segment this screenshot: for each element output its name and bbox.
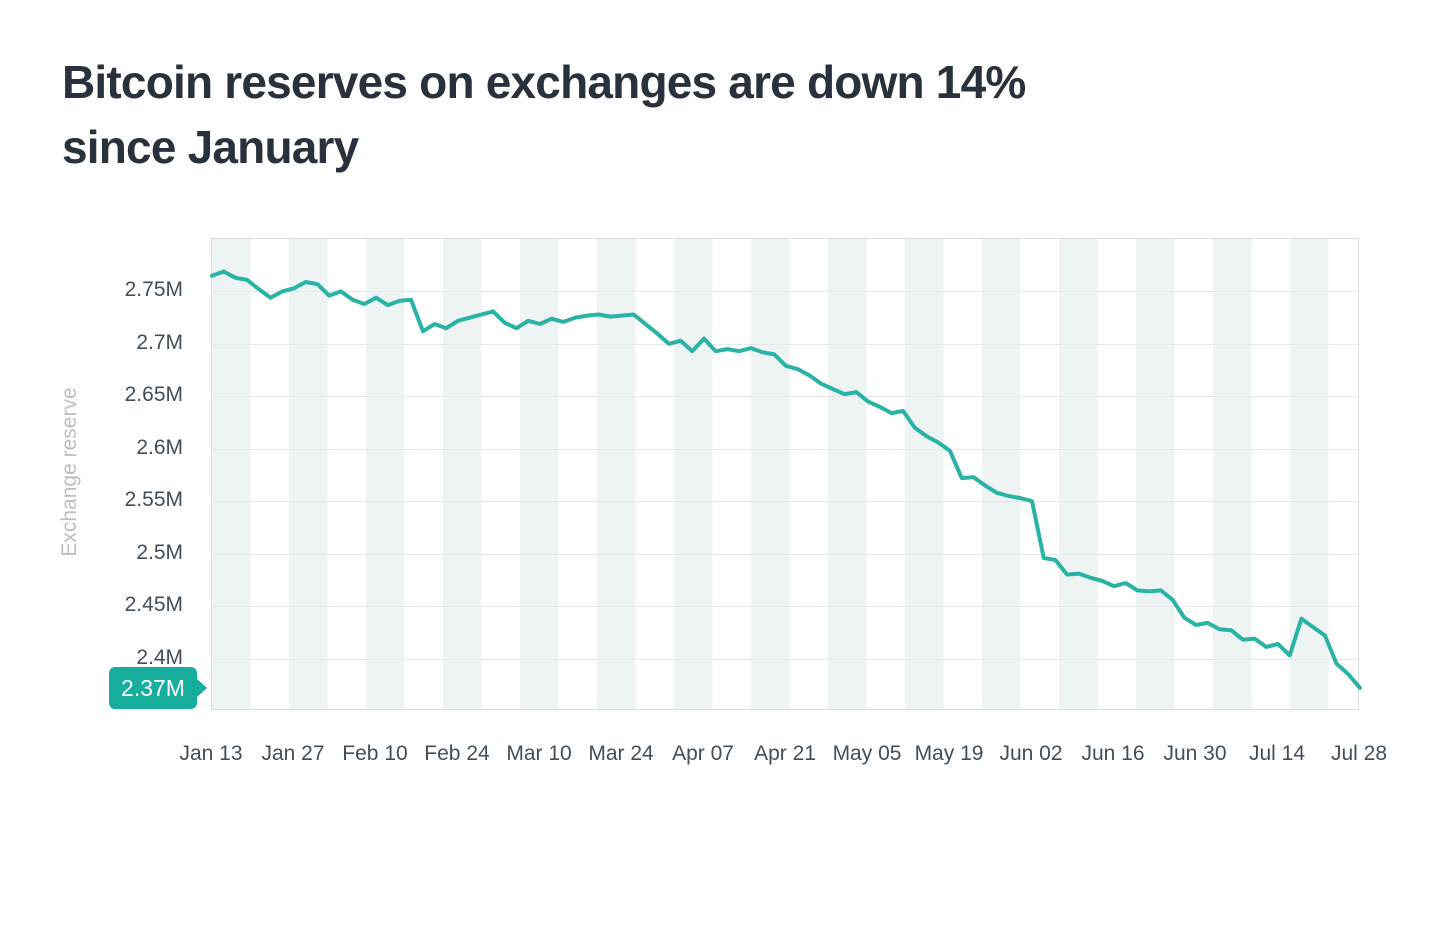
x-tick-label: Jan 27 bbox=[261, 742, 325, 765]
current-value-badge: 2.37M bbox=[109, 667, 197, 709]
gridline bbox=[212, 448, 1358, 450]
x-tick-label: Jan 13 bbox=[179, 742, 243, 765]
x-tick-label: Mar 10 bbox=[506, 742, 572, 765]
gridline bbox=[212, 343, 1358, 345]
x-tick-label: Jul 14 bbox=[1248, 742, 1306, 765]
chart-title-line1: Bitcoin reserves on exchanges are down 1… bbox=[62, 56, 1026, 108]
gridline bbox=[212, 658, 1358, 660]
gridline bbox=[212, 291, 1358, 293]
x-tick-label: Jun 16 bbox=[1081, 742, 1145, 765]
footer: cointelegraph.com source:CryptoQuant bbox=[0, 818, 1450, 928]
chart-title: Bitcoin reserves on exchanges are down 1… bbox=[62, 50, 1026, 180]
gridline bbox=[212, 396, 1358, 398]
gridline bbox=[212, 553, 1358, 555]
y-axis: 2.75M 2.7M 2.65M 2.6M 2.55M 2.5M 2.45M 2.4M bbox=[0, 238, 183, 710]
x-tick-label: Feb 24 bbox=[424, 742, 490, 765]
y-tick-label: 2.6M bbox=[136, 435, 183, 459]
plot-area: 2.37M bbox=[109, 238, 1362, 710]
x-tick-label: Apr 21 bbox=[754, 742, 816, 765]
x-tick-label: Mar 24 bbox=[588, 742, 654, 765]
x-tick-label: Jun 30 bbox=[1163, 742, 1227, 765]
y-tick-label: 2.65M bbox=[124, 383, 183, 407]
x-tick-label: Feb 10 bbox=[342, 742, 408, 765]
x-axis: Jan 13 Jan 27 Feb 10 Feb 24 Mar 10 Mar 24 Apr … bbox=[179, 742, 1387, 772]
x-tick-label: Jul 28 bbox=[1330, 742, 1388, 765]
y-tick-label: 2.45M bbox=[124, 593, 183, 617]
x-tick-label: Apr 07 bbox=[672, 742, 734, 765]
y-tick-label: 2.4M bbox=[136, 645, 183, 669]
gridline bbox=[212, 606, 1358, 608]
chart-title-line2: since January bbox=[62, 121, 359, 173]
x-tick-label: May 19 bbox=[914, 742, 984, 765]
y-tick-label: 2.55M bbox=[124, 488, 183, 512]
line-chart bbox=[210, 269, 1362, 690]
y-tick-label: 2.7M bbox=[136, 330, 183, 354]
y-tick-label: 2.75M bbox=[124, 278, 183, 302]
x-tick-label: May 05 bbox=[832, 742, 902, 765]
series-line bbox=[210, 269, 1362, 690]
y-tick-label: 2.5M bbox=[136, 540, 183, 564]
gridline bbox=[212, 501, 1358, 503]
x-tick-label: Jun 02 bbox=[999, 742, 1063, 765]
